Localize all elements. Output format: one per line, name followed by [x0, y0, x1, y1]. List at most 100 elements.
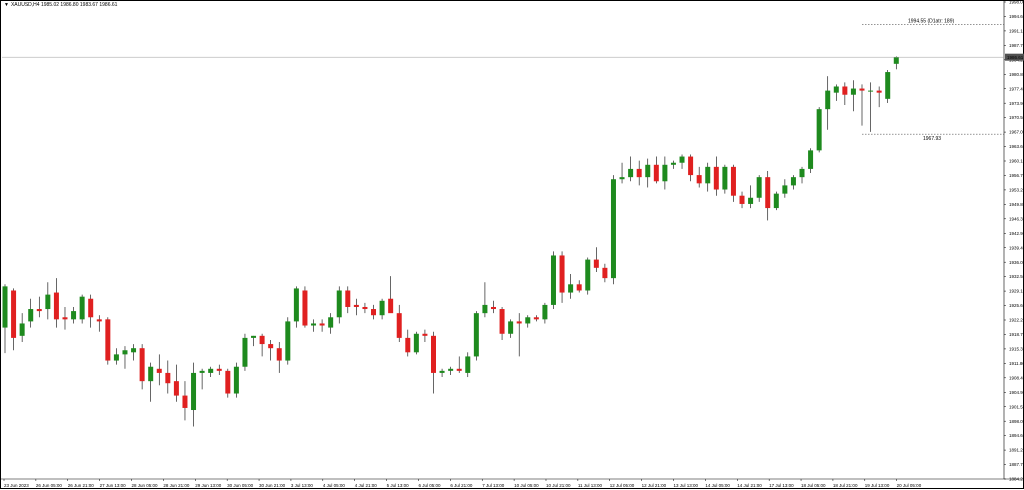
time-tick-label: 6 Jul 05:00 [418, 483, 441, 488]
bull-candle [71, 311, 77, 320]
bull-candle [473, 313, 479, 357]
bull-candle [833, 86, 839, 93]
bear-candle [696, 175, 702, 184]
bear-candle [516, 321, 522, 324]
time-tick-label: 14 Jul 05:00 [705, 483, 730, 488]
bull-candle [799, 168, 805, 178]
current-price-tag-label: 1986.61 [1007, 55, 1024, 60]
price-tick-label: 1949.80 [1009, 202, 1024, 207]
bear-candle [345, 290, 351, 307]
bull-candle [242, 337, 248, 367]
bear-candle [739, 195, 745, 204]
time-tick-label: 18 Jul 05:00 [801, 483, 826, 488]
bear-candle [268, 344, 274, 349]
bear-candle [353, 304, 359, 307]
time-tick-label: 26 Jun 05:00 [36, 483, 63, 488]
price-tick-label: 1891.20 [1009, 448, 1024, 453]
price-tick-label: 1887.70 [1009, 462, 1024, 467]
price-tick-label: 1925.60 [1009, 303, 1024, 308]
bear-candle [302, 290, 308, 326]
price-tick-label: 1998.00 [1009, 1, 1024, 5]
bear-candle [559, 255, 565, 293]
atr-lower-label: 1967.93 [923, 136, 941, 142]
bull-candle [328, 317, 334, 328]
price-tick-label: 1987.70 [1009, 43, 1024, 48]
bull-candle [465, 356, 471, 373]
bull-candle [148, 366, 154, 382]
symbol-info-bar: ▼ XAUUSD,H4 1985.02 1986.80 1983.67 1986.… [4, 2, 117, 8]
bear-candle [371, 309, 377, 316]
bull-candle [885, 72, 891, 99]
price-tick-label: 1991.10 [1009, 29, 1024, 34]
bull-candle [756, 177, 762, 198]
time-tick-label: 18 Jul 21:00 [833, 483, 858, 488]
bull-candle [2, 286, 8, 328]
price-tick-label: 1904.90 [1009, 390, 1024, 395]
bull-candle [825, 90, 831, 110]
time-tick-label: 23 Jun 2023 [4, 483, 29, 488]
bull-candle [670, 162, 676, 165]
bull-candle [191, 372, 197, 411]
price-tick-label: 1980.80 [1009, 72, 1024, 77]
price-tick-label: 1970.50 [1009, 115, 1024, 120]
bear-candle [688, 156, 694, 176]
bear-candle [765, 177, 771, 209]
time-tick-label: 30 Jun 21:00 [259, 483, 286, 488]
price-tick-label: 1911.80 [1009, 361, 1024, 366]
bull-candle [679, 156, 685, 163]
bull-candle [28, 309, 34, 322]
bear-candle [859, 88, 865, 91]
bull-candle [439, 370, 445, 373]
bear-candle [96, 319, 102, 322]
bull-candle [448, 368, 454, 371]
bear-candle [593, 259, 599, 268]
symbol-ohlc-text: XAUUSD,H4 1985.02 1986.80 1983.67 1986.6… [10, 2, 118, 8]
bear-candle [319, 323, 325, 326]
bull-candle [122, 350, 128, 355]
price-tick-label: 1946.30 [1009, 216, 1024, 221]
time-tick-label: 13 Jul 13:00 [674, 483, 699, 488]
bear-candle [225, 370, 231, 394]
bull-candle [208, 368, 214, 373]
price-tick-label: 1994.60 [1009, 14, 1024, 19]
bear-candle [842, 86, 848, 95]
bull-candle [705, 166, 711, 184]
bull-candle [413, 333, 419, 353]
time-tick-label: 4 Jul 05:00 [323, 483, 346, 488]
bear-candle [730, 166, 736, 196]
triangle-down-icon[interactable]: ▼ [4, 2, 9, 8]
bull-candle [336, 290, 342, 318]
bear-candle [713, 166, 719, 190]
time-tick-label: 7 Jul 13:00 [482, 483, 505, 488]
bear-candle [602, 267, 608, 279]
bear-candle [11, 290, 17, 338]
bull-candle [285, 321, 291, 361]
time-tick-label: 10 Jul 05:00 [514, 483, 539, 488]
price-tick-label: 1936.00 [1009, 260, 1024, 265]
price-tick-label: 1915.30 [1009, 347, 1024, 352]
bear-candle [533, 317, 539, 320]
price-tick-label: 1922.20 [1009, 318, 1024, 323]
time-tick-label: 5 Jul 13:00 [387, 483, 410, 488]
bear-candle [36, 309, 42, 312]
time-tick-label: 6 Jul 21:00 [450, 483, 473, 488]
bull-candle [311, 323, 317, 326]
price-tick-label: 1894.60 [1009, 433, 1024, 438]
bull-candle [199, 370, 205, 373]
time-tick-label: 27 Jun 13:00 [100, 483, 127, 488]
price-tick-label: 1953.20 [1009, 188, 1024, 193]
time-tick-label: 11 Jul 13:00 [578, 483, 603, 488]
bull-candle [113, 354, 119, 361]
time-tick-label: 20 Jul 05:00 [897, 483, 922, 488]
price-tick-label: 1942.90 [1009, 231, 1024, 236]
price-tick-label: 1901.50 [1009, 404, 1024, 409]
current-price-tag [1005, 53, 1024, 61]
bear-candle [636, 168, 642, 178]
time-tick-label: 3 Jul 13:00 [291, 483, 314, 488]
price-tick-label: 1932.50 [1009, 274, 1024, 279]
time-tick-label: 12 Jul 21:00 [642, 483, 667, 488]
time-tick-label: 14 Jul 21:00 [737, 483, 762, 488]
bear-candle [182, 395, 188, 408]
